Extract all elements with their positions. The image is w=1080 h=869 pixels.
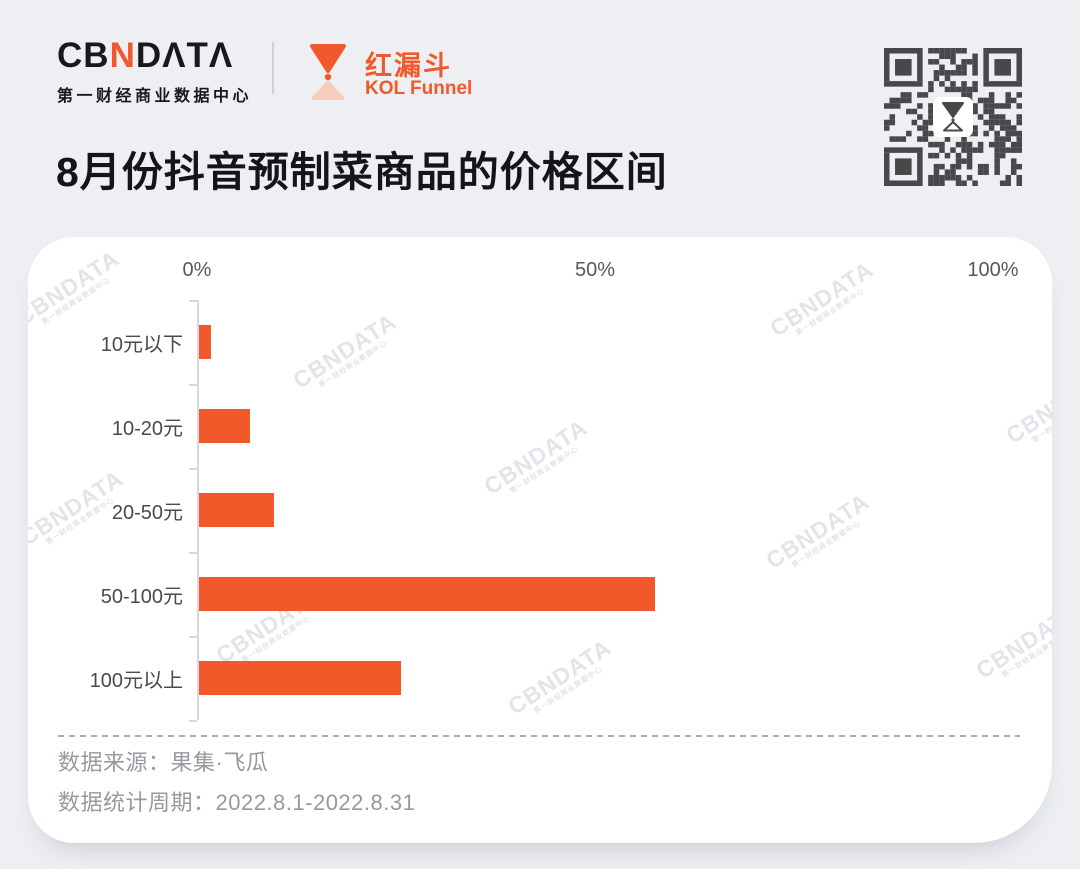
axis-tick <box>189 468 197 470</box>
axis-tick <box>189 300 197 302</box>
watermark: CBNDATA 第一财经商业数据中心 <box>503 633 616 720</box>
x-tick-label: 100% <box>967 259 1019 281</box>
axis-tick <box>189 720 197 722</box>
cbndata-logo-subtitle: 第一财经商业数据中心 <box>57 88 253 105</box>
logo-n: Ν <box>109 36 136 75</box>
chart-bar <box>199 493 274 527</box>
category-axis-line <box>197 300 199 720</box>
x-tick-label: 0% <box>182 259 212 281</box>
axis-tick <box>189 552 197 554</box>
hourglass-icon <box>942 102 964 132</box>
funnel-icon <box>310 44 346 102</box>
chart-bar <box>199 325 211 359</box>
watermark: CBNDATA 第一财经商业数据中心 <box>971 597 1052 684</box>
category-label: 20-50元 <box>111 501 183 524</box>
partner-name: 红漏斗 <box>365 51 452 81</box>
axis-tick <box>189 384 197 386</box>
data-source-text: 数据来源：果集·飞瓜 <box>58 750 269 775</box>
dashed-separator <box>58 735 1020 737</box>
x-tick-label: 50% <box>574 259 616 281</box>
qr-center-badge <box>933 97 973 137</box>
chart-bar <box>199 661 402 695</box>
chart-card: CBNDATA 第一财经商业数据中心 CBNDATA 第一财经商业数据中心 CBNDAT… <box>28 237 1052 843</box>
logo-divider <box>272 42 274 94</box>
chart-bar <box>199 409 250 443</box>
watermark: CBNDATA 第一财经商业数据中心 <box>288 307 401 394</box>
data-period-text: 数据统计周期：2022.8.1-2022.8.31 <box>58 790 416 815</box>
partner-subname: KOL Funnel <box>365 78 473 99</box>
watermark: CBNDATA 第一财经商业数据中心 <box>765 255 878 342</box>
watermark: CBNDATA 第一财经商业数据中心 <box>1001 362 1052 449</box>
chart-bar <box>199 577 656 611</box>
category-label: 50-100元 <box>100 585 183 608</box>
logo-cb: CB <box>57 36 110 75</box>
page-title: 8月份抖音预制菜商品的价格区间 <box>56 149 668 195</box>
category-label: 10元以下 <box>100 333 183 356</box>
cbndata-logo: CBΝDΛTΛ 第一财经商业数据中心 <box>57 38 252 106</box>
watermark: CBNDATA 第一财经商业数据中心 <box>479 413 592 500</box>
axis-tick <box>189 636 197 638</box>
logo-data: DΛTΛ <box>135 36 234 75</box>
category-label: 10-20元 <box>111 417 183 440</box>
category-label: 100元以上 <box>89 669 183 692</box>
watermark: CBNDATA 第一财经商业数据中心 <box>761 487 874 574</box>
cbndata-logo-text: CBΝDΛTΛ <box>57 38 252 73</box>
qr-code <box>884 48 1022 186</box>
